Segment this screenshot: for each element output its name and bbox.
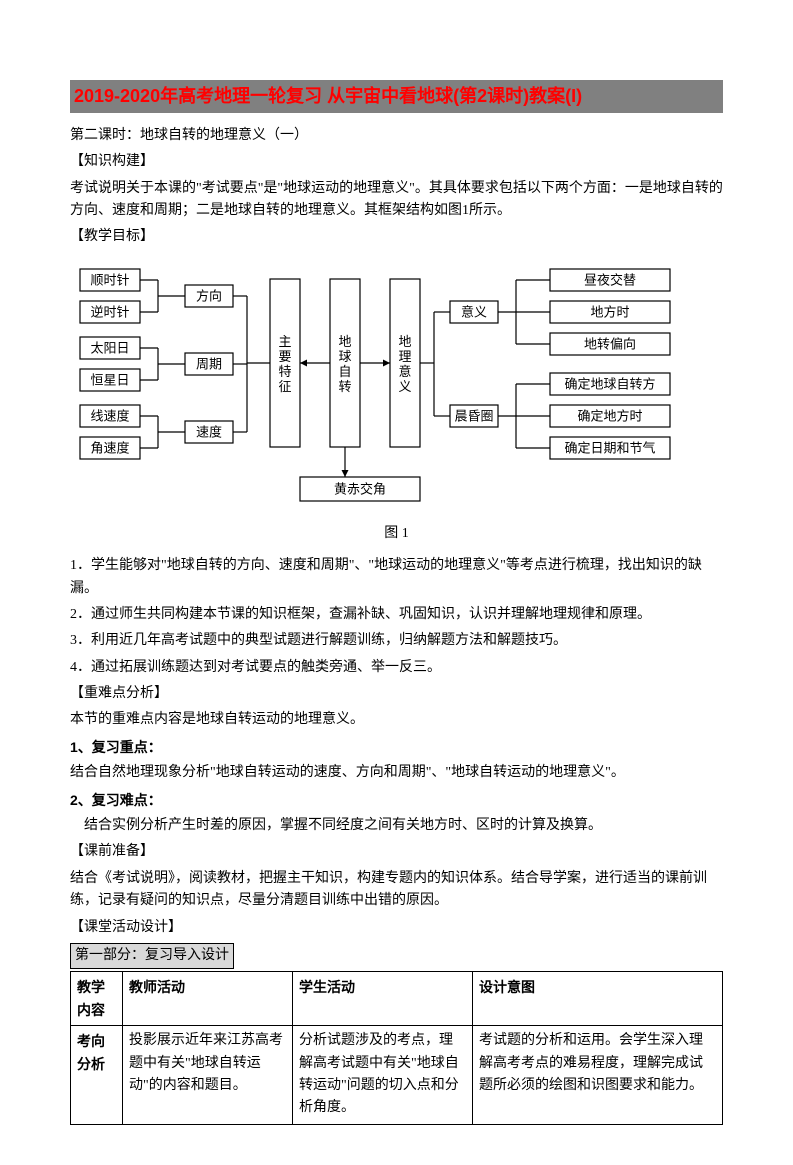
svg-text:方向: 方向 bbox=[196, 288, 222, 303]
svg-text:角速度: 角速度 bbox=[90, 440, 129, 455]
diagram-svg: 顺时针逆时针太阳日恒星日线速度角速度方向周期速度主要特征地球自转地理意义意义晨昏… bbox=[70, 259, 710, 519]
table-header-row: 教学内容 教师活动 学生活动 设计意图 bbox=[71, 972, 723, 1026]
section-prep: 【课前准备】 bbox=[70, 841, 723, 863]
page-title: 2019-2020年高考地理一轮复习 从宇宙中看地球(第2课时)教案(I) bbox=[70, 80, 723, 113]
svg-text:黄赤交角: 黄赤交角 bbox=[334, 481, 386, 496]
review-difficulty-text: 结合实例分析产生时差的原因，掌握不同经度之间有关地方时、区时的计算及换算。 bbox=[70, 815, 723, 837]
section-knowledge: 【知识构建】 bbox=[70, 151, 723, 173]
svg-text:征: 征 bbox=[278, 379, 291, 394]
svg-text:要: 要 bbox=[278, 349, 291, 364]
svg-text:意: 意 bbox=[398, 364, 411, 379]
row-label: 考向分析 bbox=[71, 1026, 123, 1125]
figure-label: 图 1 bbox=[70, 523, 723, 545]
svg-text:意义: 意义 bbox=[461, 304, 487, 319]
objective-3: 3．利用近几年高考试题中的典型试题进行解题训练，归纳解题方法和解题技巧。 bbox=[70, 630, 723, 652]
svg-text:地转偏向: 地转偏向 bbox=[584, 336, 636, 351]
svg-text:线速度: 线速度 bbox=[90, 408, 129, 423]
cell-student: 分析试题涉及的考点，理解高考试题中有关"地球自转运动"问题的切入点和分析角度。 bbox=[293, 1026, 473, 1125]
svg-text:转: 转 bbox=[338, 379, 351, 394]
svg-text:地: 地 bbox=[338, 334, 351, 349]
review-focus-text: 结合自然地理现象分析"地球自转运动的速度、方向和周期"、"地球自转运动的地理意义… bbox=[70, 762, 723, 784]
th-teacher: 教师活动 bbox=[123, 972, 293, 1026]
th-student: 学生活动 bbox=[293, 972, 473, 1026]
cell-teacher: 投影展示近年来江苏高考题中有关"地球自转运动"的内容和题目。 bbox=[123, 1026, 293, 1125]
section-activity: 【课堂活动设计】 bbox=[70, 917, 723, 939]
table-row: 考向分析 投影展示近年来江苏高考题中有关"地球自转运动"的内容和题目。 分析试题… bbox=[71, 1026, 723, 1125]
svg-text:确定地方时: 确定地方时 bbox=[577, 408, 642, 423]
section-difficulty: 【重难点分析】 bbox=[70, 683, 723, 705]
svg-text:逆时针: 逆时针 bbox=[90, 304, 129, 319]
section-objectives: 【教学目标】 bbox=[70, 226, 723, 248]
th-intent: 设计意图 bbox=[473, 972, 723, 1026]
concept-diagram: 顺时针逆时针太阳日恒星日线速度角速度方向周期速度主要特征地球自转地理意义意义晨昏… bbox=[70, 259, 723, 519]
review-focus-heading: 1、复习重点： bbox=[70, 736, 723, 758]
prep-text: 结合《考试说明》，阅读教材，把握主干知识，构建专题内的知识体系。结合导学案，进行… bbox=[70, 868, 723, 913]
knowledge-text: 考试说明关于本课的"考试要点"是"地球运动的地理意义"。其具体要求包括以下两个方… bbox=[70, 178, 723, 223]
th-content: 教学内容 bbox=[71, 972, 123, 1026]
review-difficulty-heading: 2、复习难点： bbox=[70, 789, 723, 811]
svg-text:恒星日: 恒星日 bbox=[90, 372, 129, 387]
cell-intent: 考试题的分析和运用。会学生深入理解高考考点的难易程度，理解完成试题所必须的绘图和… bbox=[473, 1026, 723, 1125]
svg-text:速度: 速度 bbox=[196, 424, 222, 439]
svg-text:理: 理 bbox=[398, 349, 411, 364]
svg-text:周期: 周期 bbox=[196, 356, 222, 371]
svg-text:球: 球 bbox=[338, 349, 351, 364]
objective-4: 4．通过拓展训练题达到对考试要点的触类旁通、举一反三。 bbox=[70, 657, 723, 679]
svg-text:昼夜交替: 昼夜交替 bbox=[584, 272, 636, 287]
difficulty-text: 本节的重难点内容是地球自转运动的地理意义。 bbox=[70, 709, 723, 731]
svg-text:自: 自 bbox=[338, 364, 351, 379]
svg-text:地方时: 地方时 bbox=[590, 304, 629, 319]
objective-1: 1．学生能够对"地球自转的方向、速度和周期"、"地球运动的地理意义"等考点进行梳… bbox=[70, 555, 723, 600]
svg-text:确定地球自转方: 确定地球自转方 bbox=[564, 376, 655, 391]
svg-text:主: 主 bbox=[278, 334, 291, 349]
objective-2: 2．通过师生共同构建本节课的知识框架，查漏补缺、巩固知识，认识并理解地理规律和原… bbox=[70, 604, 723, 626]
svg-text:义: 义 bbox=[398, 379, 411, 394]
svg-text:顺时针: 顺时针 bbox=[90, 272, 129, 287]
svg-text:特: 特 bbox=[278, 364, 291, 379]
activity-table: 教学内容 教师活动 学生活动 设计意图 考向分析 投影展示近年来江苏高考题中有关… bbox=[70, 971, 723, 1124]
subtitle: 第二课时：地球自转的地理意义（一） bbox=[70, 125, 723, 147]
part1-heading: 第一部分：复习导入设计 bbox=[70, 943, 234, 969]
svg-text:晨昏圈: 晨昏圈 bbox=[454, 408, 493, 423]
svg-text:地: 地 bbox=[398, 334, 411, 349]
svg-text:确定日期和节气: 确定日期和节气 bbox=[564, 440, 655, 455]
svg-text:太阳日: 太阳日 bbox=[90, 340, 129, 355]
